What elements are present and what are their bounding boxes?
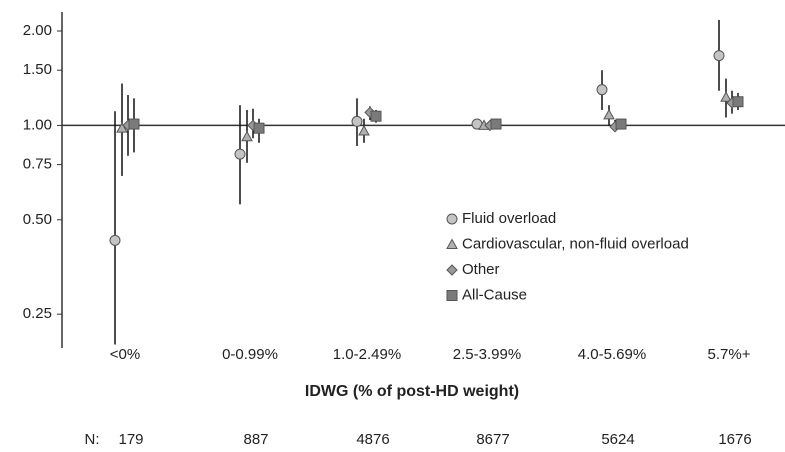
- marker-square: [490, 118, 502, 130]
- marker-circle: [713, 50, 725, 62]
- n-value: 4876: [356, 431, 389, 448]
- x-tick-label: 4.0-5.69%: [578, 346, 646, 363]
- legend-marker: [446, 264, 458, 276]
- x-tick-label: <0%: [110, 346, 140, 363]
- y-tick-label: 0.25: [23, 305, 52, 322]
- y-tick-label: 0.75: [23, 156, 52, 173]
- legend-label: Other: [462, 261, 500, 278]
- n-value: 8677: [476, 431, 509, 448]
- marker-square: [615, 118, 627, 130]
- legend-marker: [446, 213, 458, 225]
- marker-triangle: [358, 124, 370, 136]
- legend-label: All-Cause: [462, 286, 527, 303]
- marker-circle: [351, 115, 363, 127]
- n-value: 179: [118, 431, 143, 448]
- legend-label: Cardiovascular, non-fluid overload: [462, 235, 689, 252]
- y-tick-label: 2.00: [23, 22, 52, 39]
- n-value: 887: [243, 431, 268, 448]
- y-tick-label: 1.50: [23, 61, 52, 78]
- x-tick-label: 0-0.99%: [222, 346, 278, 363]
- legend-label: Fluid overload: [462, 210, 556, 227]
- marker-triangle: [720, 91, 732, 102]
- x-tick-label: 2.5-3.99%: [453, 346, 521, 363]
- marker-triangle: [603, 108, 615, 120]
- x-tick-label: 5.7%+: [708, 346, 751, 363]
- y-tick-label: 0.50: [23, 211, 52, 228]
- marker-square: [253, 122, 265, 134]
- x-axis-label: IDWG (% of post-HD weight): [305, 383, 519, 400]
- marker-circle: [596, 84, 608, 96]
- n-label: N:: [85, 431, 100, 448]
- marker-circle: [234, 148, 246, 160]
- marker-square: [732, 96, 744, 108]
- legend-marker: [446, 290, 458, 301]
- marker-square: [128, 118, 140, 130]
- n-value: 1676: [718, 431, 751, 448]
- n-value: 5624: [601, 431, 634, 448]
- legend-marker: [446, 238, 458, 249]
- marker-triangle: [116, 122, 128, 133]
- marker-triangle: [241, 130, 253, 142]
- y-tick-label: 1.00: [23, 116, 52, 133]
- marker-square: [370, 110, 382, 122]
- marker-circle: [109, 234, 121, 246]
- x-tick-label: 1.0-2.49%: [333, 346, 401, 363]
